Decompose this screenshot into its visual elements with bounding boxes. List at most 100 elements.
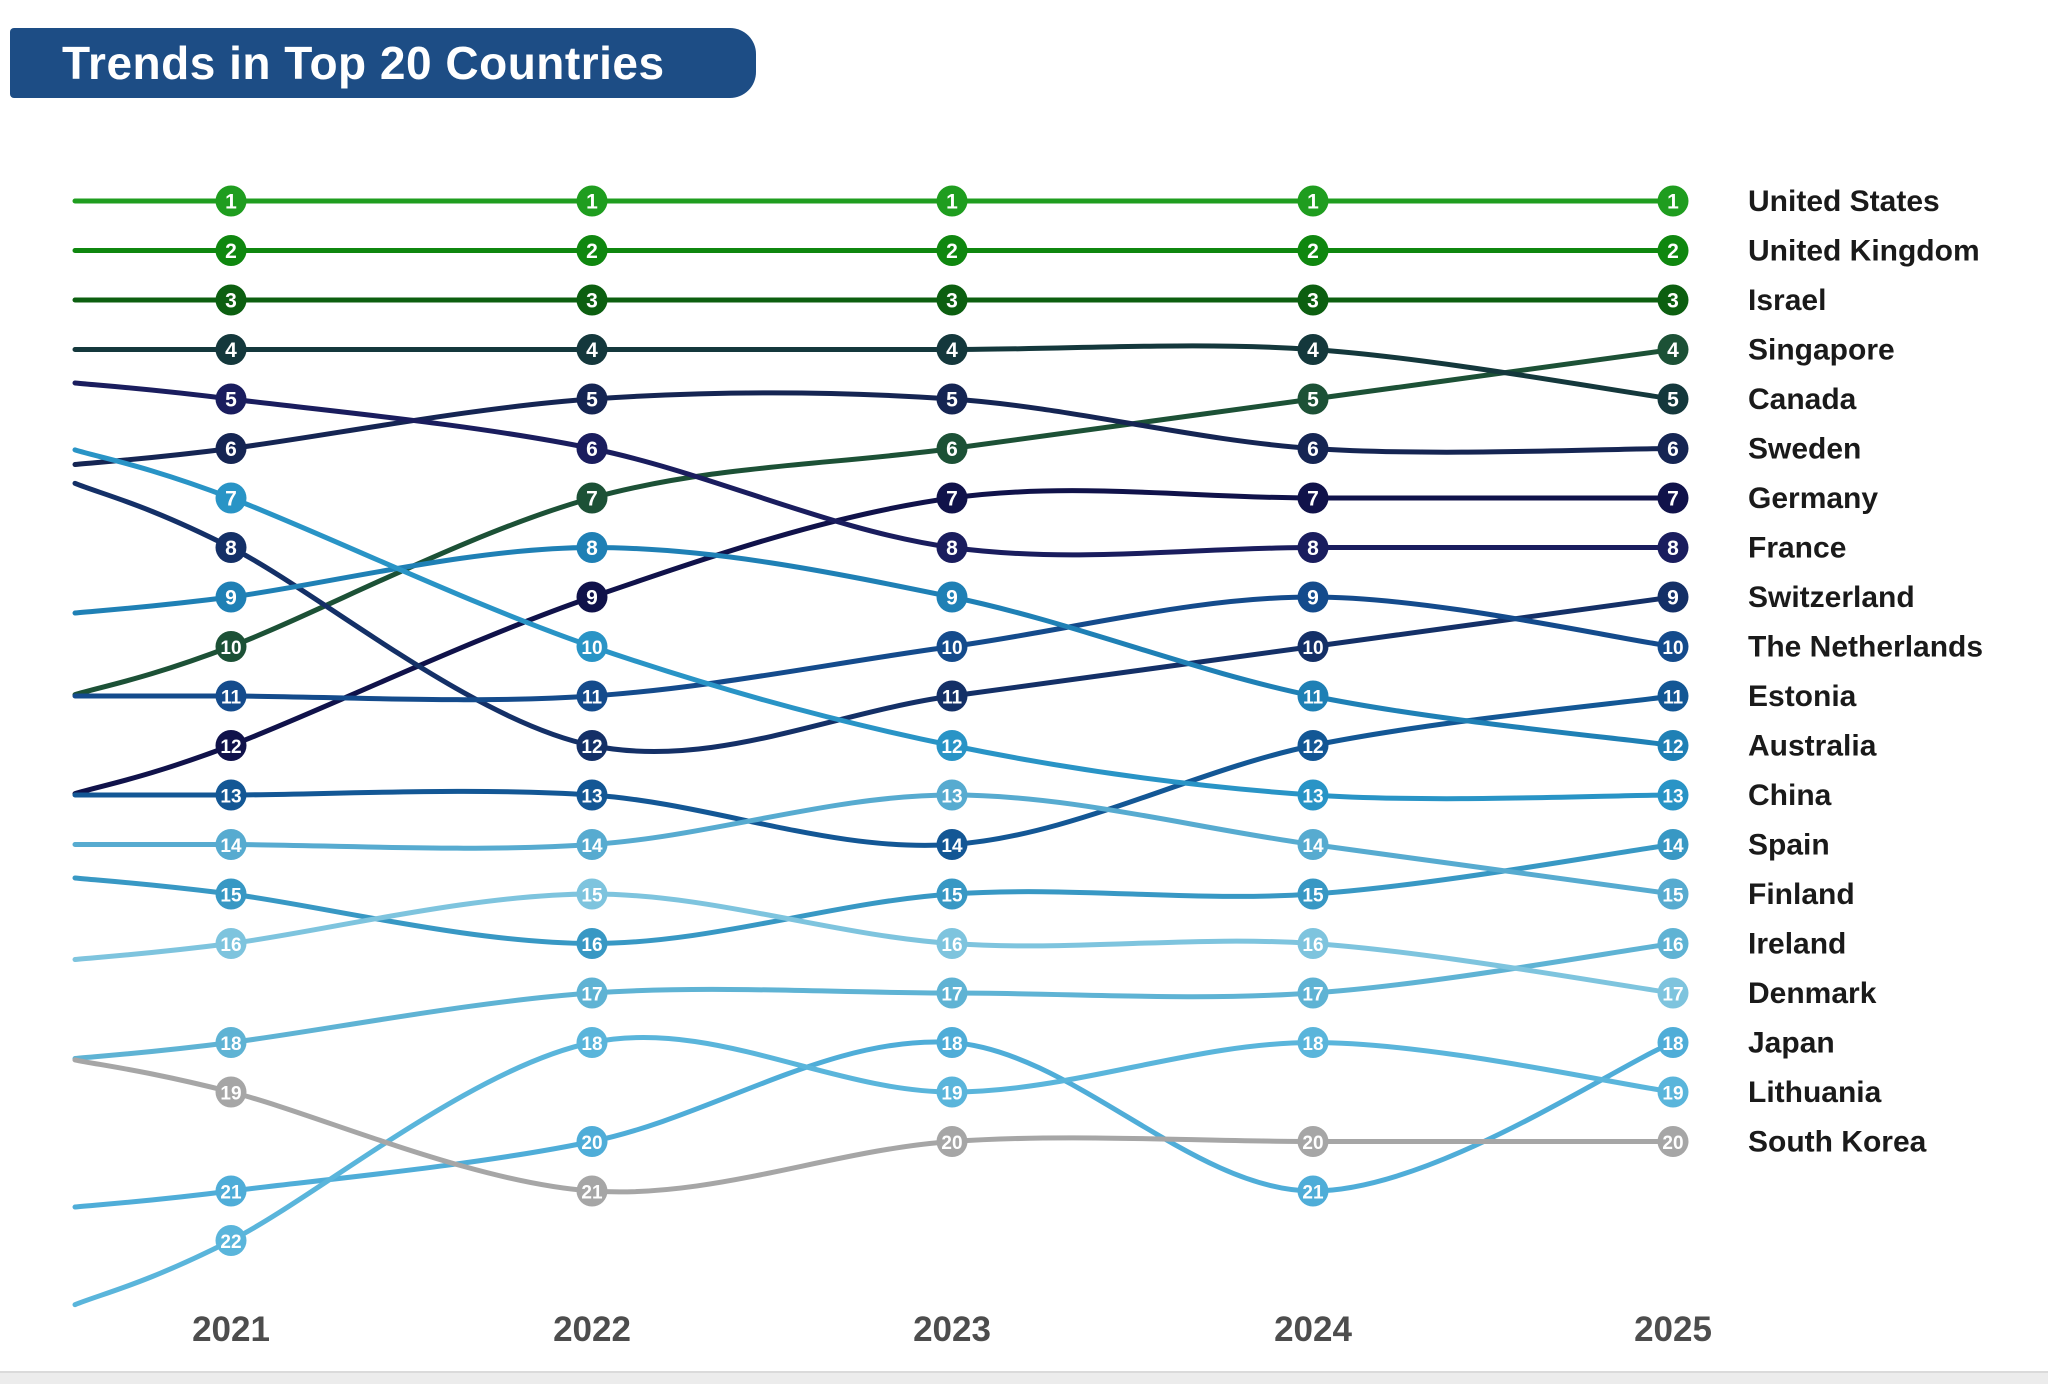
rank-node-spain-2024: 15 (1297, 878, 1329, 910)
rank-node-circle (1297, 1027, 1329, 1058)
rank-node-number: 7 (946, 488, 958, 511)
rank-node-canada-2024: 4 (1297, 334, 1329, 365)
country-label-germany: Germany (1748, 482, 1878, 515)
rank-node-the-netherlands-2025: 10 (1657, 631, 1689, 662)
rank-node-circle (1657, 185, 1689, 217)
rank-node-circle (936, 829, 968, 860)
rank-node-circle (215, 581, 247, 613)
rank-node-circle (1297, 680, 1329, 712)
rank-node-number: 4 (1307, 339, 1319, 362)
trend-line-singapore (72, 347, 1676, 698)
trend-line-france (72, 380, 1676, 558)
rank-node-number: 2 (225, 240, 237, 263)
rank-node-china-2022: 10 (576, 631, 608, 662)
rank-node-south-korea-2022: 21 (576, 1175, 608, 1207)
country-label-australia: Australia (1748, 730, 1877, 763)
rank-node-circle (1657, 779, 1689, 811)
rank-node-south-korea-2021: 19 (215, 1076, 247, 1108)
rank-node-number: 2 (586, 240, 598, 263)
rank-node-number: 5 (1307, 389, 1319, 412)
rank-node-the-netherlands-2024: 9 (1297, 581, 1329, 613)
rank-node-number: 4 (225, 339, 237, 362)
rank-node-ireland-2022: 17 (576, 977, 608, 1009)
rank-node-number: 15 (1302, 886, 1324, 907)
rank-node-spain-2022: 16 (576, 928, 608, 959)
rank-node-circle (936, 1126, 968, 1157)
rank-node-singapore-2025: 4 (1657, 334, 1689, 365)
rank-node-circle (215, 185, 247, 217)
rank-node-lithuania-2022: 18 (576, 1027, 608, 1058)
rank-node-circle (1657, 581, 1689, 613)
trend-line-finland (72, 792, 1676, 897)
rank-node-circle (1657, 829, 1689, 860)
rank-node-number: 9 (946, 587, 958, 610)
rank-node-circle (1297, 235, 1329, 266)
rank-node-circle (1657, 334, 1689, 365)
rank-node-circle (215, 532, 247, 563)
rank-node-circle (936, 532, 968, 563)
rank-node-circle (215, 1027, 247, 1058)
rank-node-circle (576, 581, 608, 613)
trend-line-denmark (72, 891, 1676, 996)
country-label-spain: Spain (1748, 829, 1830, 862)
rank-node-number: 12 (220, 737, 241, 758)
rank-node-circle (215, 284, 247, 316)
rank-node-circle (936, 334, 968, 365)
rank-node-china-2023: 12 (936, 730, 968, 761)
rank-node-number: 8 (946, 537, 958, 560)
rank-node-circle (936, 433, 968, 464)
rank-node-number: 19 (1662, 1084, 1683, 1105)
rank-node-circle (1297, 284, 1329, 316)
rank-node-united-kingdom-2024: 2 (1297, 235, 1329, 266)
rank-node-circle (576, 235, 608, 266)
rank-node-circle (936, 284, 968, 316)
rank-node-circle (576, 928, 608, 959)
rank-node-circle (576, 284, 608, 316)
country-label-united-states: United States (1748, 185, 1940, 218)
rank-node-spain-2021: 15 (215, 878, 247, 910)
rank-node-circle (1297, 383, 1329, 415)
rank-node-number: 13 (220, 787, 241, 808)
rank-node-number: 2 (946, 240, 958, 263)
rank-node-sweden-2021: 6 (215, 433, 247, 464)
rank-node-switzerland-2022: 12 (576, 730, 608, 761)
rank-node-number: 12 (1302, 737, 1323, 758)
rank-node-circle (936, 779, 968, 811)
rank-node-number: 4 (1667, 339, 1679, 362)
rank-node-circle (1297, 532, 1329, 563)
rank-node-circle (936, 383, 968, 415)
rank-node-circle (215, 383, 247, 415)
rank-node-finland-2024: 14 (1297, 829, 1329, 860)
rank-node-united-kingdom-2022: 2 (576, 235, 608, 266)
rank-node-canada-2021: 4 (215, 334, 247, 365)
rank-node-circle (215, 631, 247, 662)
rank-node-circle (1297, 829, 1329, 860)
rank-node-circle (1297, 977, 1329, 1009)
rank-node-ireland-2023: 17 (936, 977, 968, 1009)
rank-node-circle (936, 977, 968, 1009)
trend-line-south-korea (72, 1057, 1676, 1195)
rank-node-singapore-2022: 7 (576, 482, 608, 514)
rank-node-circle (1297, 185, 1329, 217)
rank-node-china-2024: 13 (1297, 779, 1329, 811)
trend-line-lithuania (72, 1034, 1676, 1308)
rank-node-germany-2022: 9 (576, 581, 608, 613)
rank-node-number: 19 (941, 1084, 962, 1105)
rank-node-number: 10 (1662, 638, 1683, 659)
trend-line-china (72, 447, 1676, 802)
country-labels: United States United Kingdom Israel Singapo… (1748, 185, 1983, 1159)
rank-node-number: 16 (581, 935, 602, 956)
trend-line-the-netherlands (72, 594, 1676, 703)
rank-node-number: 5 (946, 389, 958, 412)
rank-node-switzerland-2023: 11 (936, 680, 968, 712)
rank-node-circle (576, 829, 608, 860)
rank-node-number: 14 (581, 836, 603, 857)
rank-node-number: 17 (581, 985, 602, 1006)
rank-node-number: 21 (220, 1183, 242, 1204)
rank-node-united-kingdom-2023: 2 (936, 235, 968, 266)
rank-node-circle (936, 185, 968, 217)
rank-node-circle (1657, 532, 1689, 563)
rank-node-number: 6 (1667, 438, 1679, 461)
rank-node-circle (576, 779, 608, 811)
